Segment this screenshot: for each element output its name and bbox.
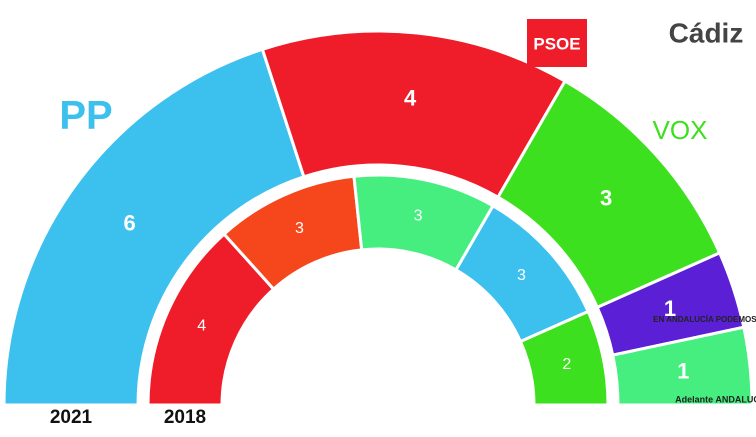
party-label: VOX — [653, 115, 708, 145]
value-label: 6 — [124, 210, 136, 235]
party-label: PSOE — [533, 34, 580, 53]
party-logo-box — [527, 19, 587, 67]
value-label: 4 — [404, 85, 417, 110]
seat-segment — [518, 309, 610, 407]
value-label: 3 — [295, 220, 304, 237]
party-label: PP — [59, 94, 112, 138]
value-label: 1 — [677, 359, 689, 384]
value-label: 3 — [414, 207, 423, 224]
value-label: 1 — [664, 296, 676, 321]
value-label: 2 — [562, 356, 571, 373]
seat-segment — [610, 325, 754, 407]
party-label: EN ANDALUCÍA PODEMOS. — [653, 315, 756, 324]
seat-segment — [2, 47, 306, 407]
party-label: Adelante ANDALUCÍA — [675, 394, 756, 404]
value-label: 3 — [600, 185, 612, 210]
value-label: 3 — [517, 267, 526, 284]
year-label: 2018 — [164, 407, 206, 428]
year-label: 2021 — [50, 407, 93, 428]
chart-title: Cádiz — [669, 17, 744, 48]
value-label: 4 — [197, 318, 206, 335]
